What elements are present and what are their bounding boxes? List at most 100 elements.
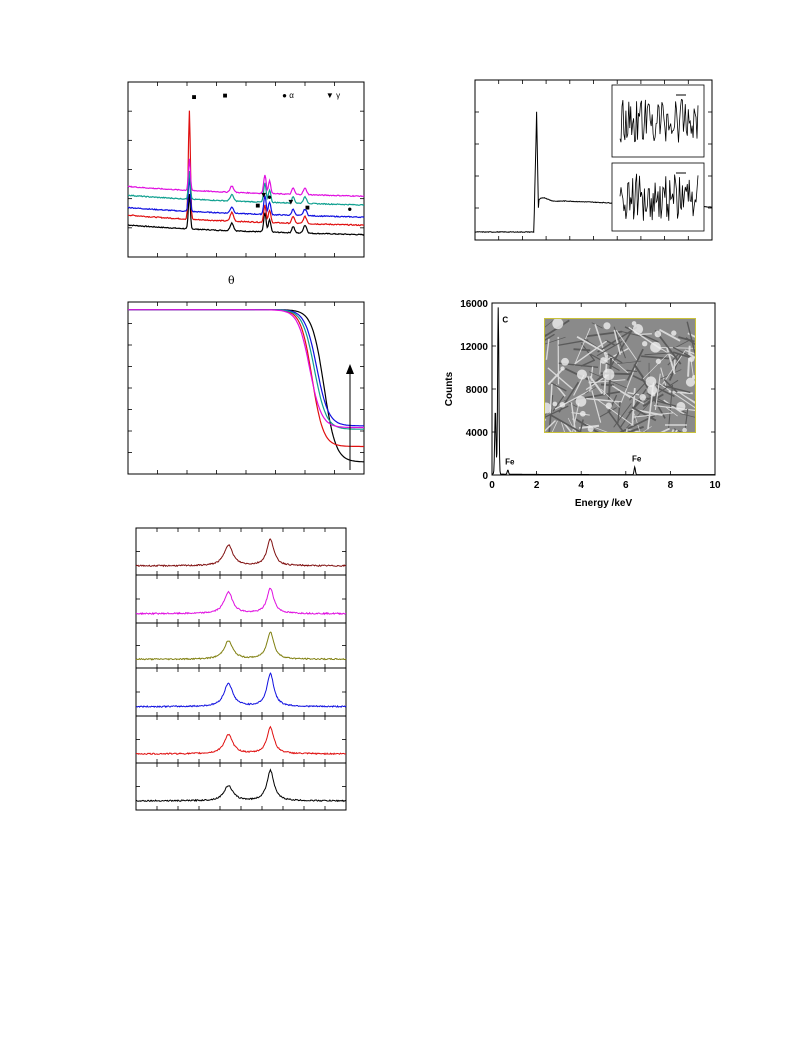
xrd-marker: ▼ bbox=[287, 198, 295, 207]
eds-y-tick-label: 16000 bbox=[460, 299, 488, 310]
sem-particle bbox=[552, 401, 558, 407]
sem-particle bbox=[559, 401, 566, 408]
sem-fiber bbox=[672, 346, 693, 359]
sem-fiber bbox=[654, 373, 661, 410]
raman-frame-4 bbox=[135, 667, 347, 717]
tga-series-blue bbox=[128, 309, 364, 427]
sem-fiber bbox=[637, 333, 652, 336]
sem-particle bbox=[650, 341, 661, 353]
sem-fiber bbox=[619, 414, 656, 432]
xrd-frame bbox=[127, 81, 365, 258]
xps-inset-curve bbox=[619, 173, 699, 221]
sem-fiber bbox=[620, 330, 644, 338]
sem-fiber bbox=[667, 353, 680, 366]
sem-fiber bbox=[585, 330, 623, 338]
eds-peak-label-Fe: Fe bbox=[632, 454, 642, 463]
sem-particle bbox=[561, 357, 569, 366]
sem-fiber bbox=[608, 328, 634, 371]
sem-fiber bbox=[579, 419, 584, 432]
sem-fiber bbox=[613, 402, 632, 428]
xps-inset-1 bbox=[611, 84, 705, 158]
sem-fiber bbox=[686, 321, 695, 357]
sem-fiber bbox=[673, 428, 683, 432]
raman-frame-2 bbox=[135, 574, 347, 624]
sem-fiber bbox=[558, 381, 580, 413]
xrd-series-black bbox=[128, 193, 365, 236]
sem-fiber bbox=[605, 339, 615, 346]
sem-particle bbox=[685, 377, 695, 387]
raman-frame-6 bbox=[135, 762, 347, 811]
xrd-series-red bbox=[127, 110, 364, 227]
sem-fiber bbox=[547, 367, 573, 390]
sem-fiber bbox=[545, 336, 566, 345]
xrd-marker: ■ bbox=[255, 201, 260, 210]
sem-fiber bbox=[549, 413, 582, 432]
sem-particle bbox=[576, 369, 588, 380]
sem-particle bbox=[688, 356, 695, 362]
raman-frame-3 bbox=[135, 622, 347, 669]
sem-fiber bbox=[644, 352, 676, 356]
xrd-series-teal bbox=[127, 171, 365, 206]
sem-fiber bbox=[626, 348, 644, 381]
sem-fiber bbox=[548, 394, 554, 432]
sem-fiber bbox=[600, 383, 614, 387]
sem-fiber bbox=[666, 347, 676, 375]
sem-fiber bbox=[600, 388, 621, 408]
xrd-marker: ■ bbox=[192, 93, 197, 102]
sem-fiber bbox=[586, 397, 622, 403]
raman-series-blue bbox=[135, 672, 347, 709]
sem-fiber bbox=[589, 366, 594, 392]
eds-x-tick-label: 6 bbox=[623, 480, 629, 491]
eds-peak-label-C: C bbox=[502, 315, 508, 324]
sem-fiber bbox=[550, 382, 567, 392]
tga-series-red bbox=[128, 309, 364, 448]
sem-inset-image bbox=[544, 318, 696, 433]
sem-particle bbox=[600, 357, 607, 364]
sem-fiber bbox=[615, 330, 639, 363]
sem-fiber bbox=[642, 352, 670, 380]
sem-fiber bbox=[547, 368, 564, 386]
sem-fiber bbox=[641, 355, 670, 360]
sem-fiber bbox=[545, 338, 550, 360]
sem-fiber bbox=[580, 359, 596, 367]
sem-fiber bbox=[574, 340, 608, 365]
xrd-marker: ■ bbox=[305, 203, 310, 212]
xrd-marker: ● bbox=[347, 205, 352, 214]
sem-fiber bbox=[545, 319, 554, 328]
sem-particle bbox=[631, 321, 637, 326]
tga-arrow-head bbox=[346, 364, 354, 374]
sem-particle bbox=[682, 427, 687, 432]
sem-fiber bbox=[664, 406, 678, 417]
sem-fiber bbox=[642, 393, 664, 408]
xrd-marker: ▼ bbox=[260, 191, 268, 200]
sem-fiber bbox=[573, 327, 591, 366]
eds-spectrum bbox=[492, 307, 715, 476]
sem-particle bbox=[552, 319, 564, 330]
sem-particle bbox=[655, 358, 662, 365]
sem-fiber bbox=[687, 345, 691, 377]
tga-series-magenta bbox=[128, 309, 364, 429]
sem-particle bbox=[632, 324, 644, 335]
xrd-legend-alpha: ● α bbox=[282, 91, 294, 100]
eds-x-tick-label: 10 bbox=[709, 480, 721, 491]
sem-particle bbox=[676, 401, 686, 412]
sem-fiber bbox=[620, 360, 639, 403]
xrd-marker: ● bbox=[267, 192, 272, 201]
sem-fiber bbox=[633, 363, 645, 379]
sem-fiber bbox=[591, 322, 603, 329]
xrd-series-magenta bbox=[127, 158, 365, 198]
sem-fiber bbox=[685, 350, 695, 355]
sem-fiber bbox=[552, 395, 565, 412]
sem-fiber bbox=[663, 378, 678, 393]
sem-fiber bbox=[545, 420, 556, 432]
xrd-legend-gamma: ▼ γ bbox=[326, 91, 340, 100]
sem-fiber bbox=[567, 417, 576, 432]
sem-particle bbox=[545, 402, 552, 414]
sem-fiber bbox=[679, 392, 695, 404]
sem-fiber bbox=[660, 369, 682, 380]
sem-fiber bbox=[589, 375, 604, 394]
sem-fiber bbox=[680, 413, 695, 418]
eds-y-tick-label: 4000 bbox=[466, 428, 489, 439]
sem-fiber bbox=[572, 403, 580, 432]
